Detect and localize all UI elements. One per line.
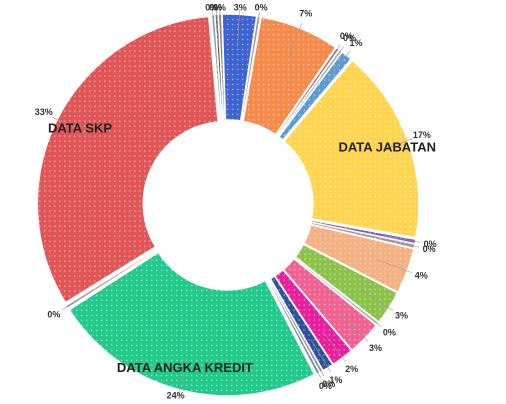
slice-pattern [69,252,315,396]
slice-pattern [274,269,352,365]
slice-pattern [222,14,257,121]
value-label: 33% [35,107,53,117]
value-label: 24% [167,390,185,400]
slice-pattern [243,16,336,135]
leader-line [322,331,346,362]
slice-group [277,50,353,142]
value-label: 0% [423,244,436,254]
leader-line [318,44,341,76]
value-label: 0% [255,2,268,12]
leader-line [351,302,382,328]
slice-group [266,278,321,376]
value-label: 3% [234,2,247,12]
slice-pattern [277,49,343,137]
slice-pattern [268,278,323,373]
slice-group [242,16,337,136]
slice-pattern [65,249,157,309]
value-label: 17% [413,130,431,140]
slice-group [36,15,219,304]
value-label: 4% [415,271,428,281]
leader-line [383,234,421,243]
slice-pattern [218,14,226,121]
leader-line [219,9,222,48]
slice-pattern [295,244,398,323]
value-label: 0% [322,379,335,389]
slice-pattern [37,16,219,303]
leader-line [305,342,325,377]
category-label: DATA JABATAN [339,139,437,154]
value-label: 0% [383,327,396,337]
leader-line [340,315,369,343]
slices [36,13,420,397]
labels: 0%0% 3% 0%7%0%0%1%17%DATA JABATAN0%0%4%3%0… [35,2,437,400]
leader-line [62,289,95,310]
leader-line [215,9,219,48]
slice-group [64,248,158,310]
value-label: 0% [205,2,218,12]
slice-group [210,13,223,122]
slice-group [282,59,420,239]
slice-pattern [276,47,340,136]
value-label: 0% [47,309,60,319]
slice-pattern [267,279,320,375]
slice-group [68,251,316,397]
slice-pattern [270,276,333,371]
slice-pattern [283,60,419,238]
value-label: 7% [299,9,312,19]
value-label: 1% [329,375,342,385]
slice-pattern [211,14,223,121]
value-label: 2% [345,364,358,374]
leader-line [376,259,413,274]
value-label: 0% [319,381,332,391]
value-label: 1% [350,38,363,48]
leader-line [253,11,260,50]
leader-line [177,357,189,395]
slice-pattern [278,51,352,141]
value-label: 0% [340,31,353,41]
leader-line [376,138,413,152]
value-label: 0% [213,2,226,12]
leader-line [287,23,303,59]
value-label: 0% [343,33,356,43]
leader-line [360,289,394,311]
category-label: DATA SKP [48,121,112,136]
leader-line [212,9,216,48]
leader-line [320,46,344,78]
slice-pattern [310,222,415,249]
leader-line [237,9,241,48]
leader-line [302,344,321,378]
slice-pattern [240,16,261,122]
leader-line [310,339,331,373]
leader-line [325,51,351,82]
slice-pattern [303,224,414,293]
value-label: 3% [395,310,408,320]
value-label: 3% [369,343,382,353]
value-label: 0% [209,2,222,12]
value-label: 0% [424,239,437,249]
category-label: DATA ANGKA KREDIT [117,360,253,375]
leader-line [382,238,420,248]
leader-line [52,117,87,135]
